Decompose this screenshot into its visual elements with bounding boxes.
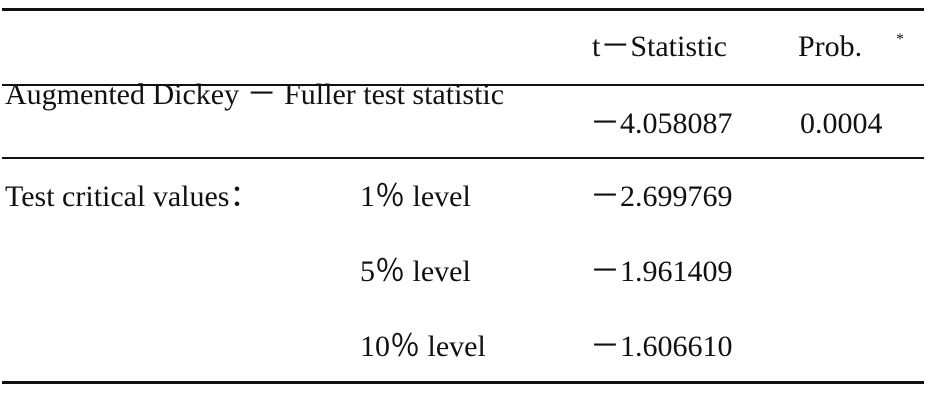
t-value: －2.699769 bbox=[590, 180, 733, 213]
header-rule bbox=[2, 84, 924, 86]
body-rule bbox=[2, 157, 924, 159]
t-value: －1.606610 bbox=[590, 330, 733, 363]
header-t-statistic: t－Statistic bbox=[592, 30, 727, 63]
level-label: 10％ level bbox=[360, 330, 486, 363]
header-prob: Prob. bbox=[798, 30, 863, 63]
level-label: 5％ level bbox=[360, 255, 471, 288]
row-label: Augmented Dickey － Fuller test statistic bbox=[5, 78, 505, 111]
top-rule bbox=[2, 8, 924, 11]
row-label: Test critical values： bbox=[5, 180, 260, 213]
t-value: －1.961409 bbox=[590, 255, 733, 288]
t-value: －4.058087 bbox=[590, 107, 733, 140]
bottom-rule bbox=[2, 381, 924, 384]
header-prob-note: * bbox=[896, 31, 904, 48]
prob-value: 0.0004 bbox=[800, 107, 883, 140]
level-label: 1％ level bbox=[360, 180, 471, 213]
